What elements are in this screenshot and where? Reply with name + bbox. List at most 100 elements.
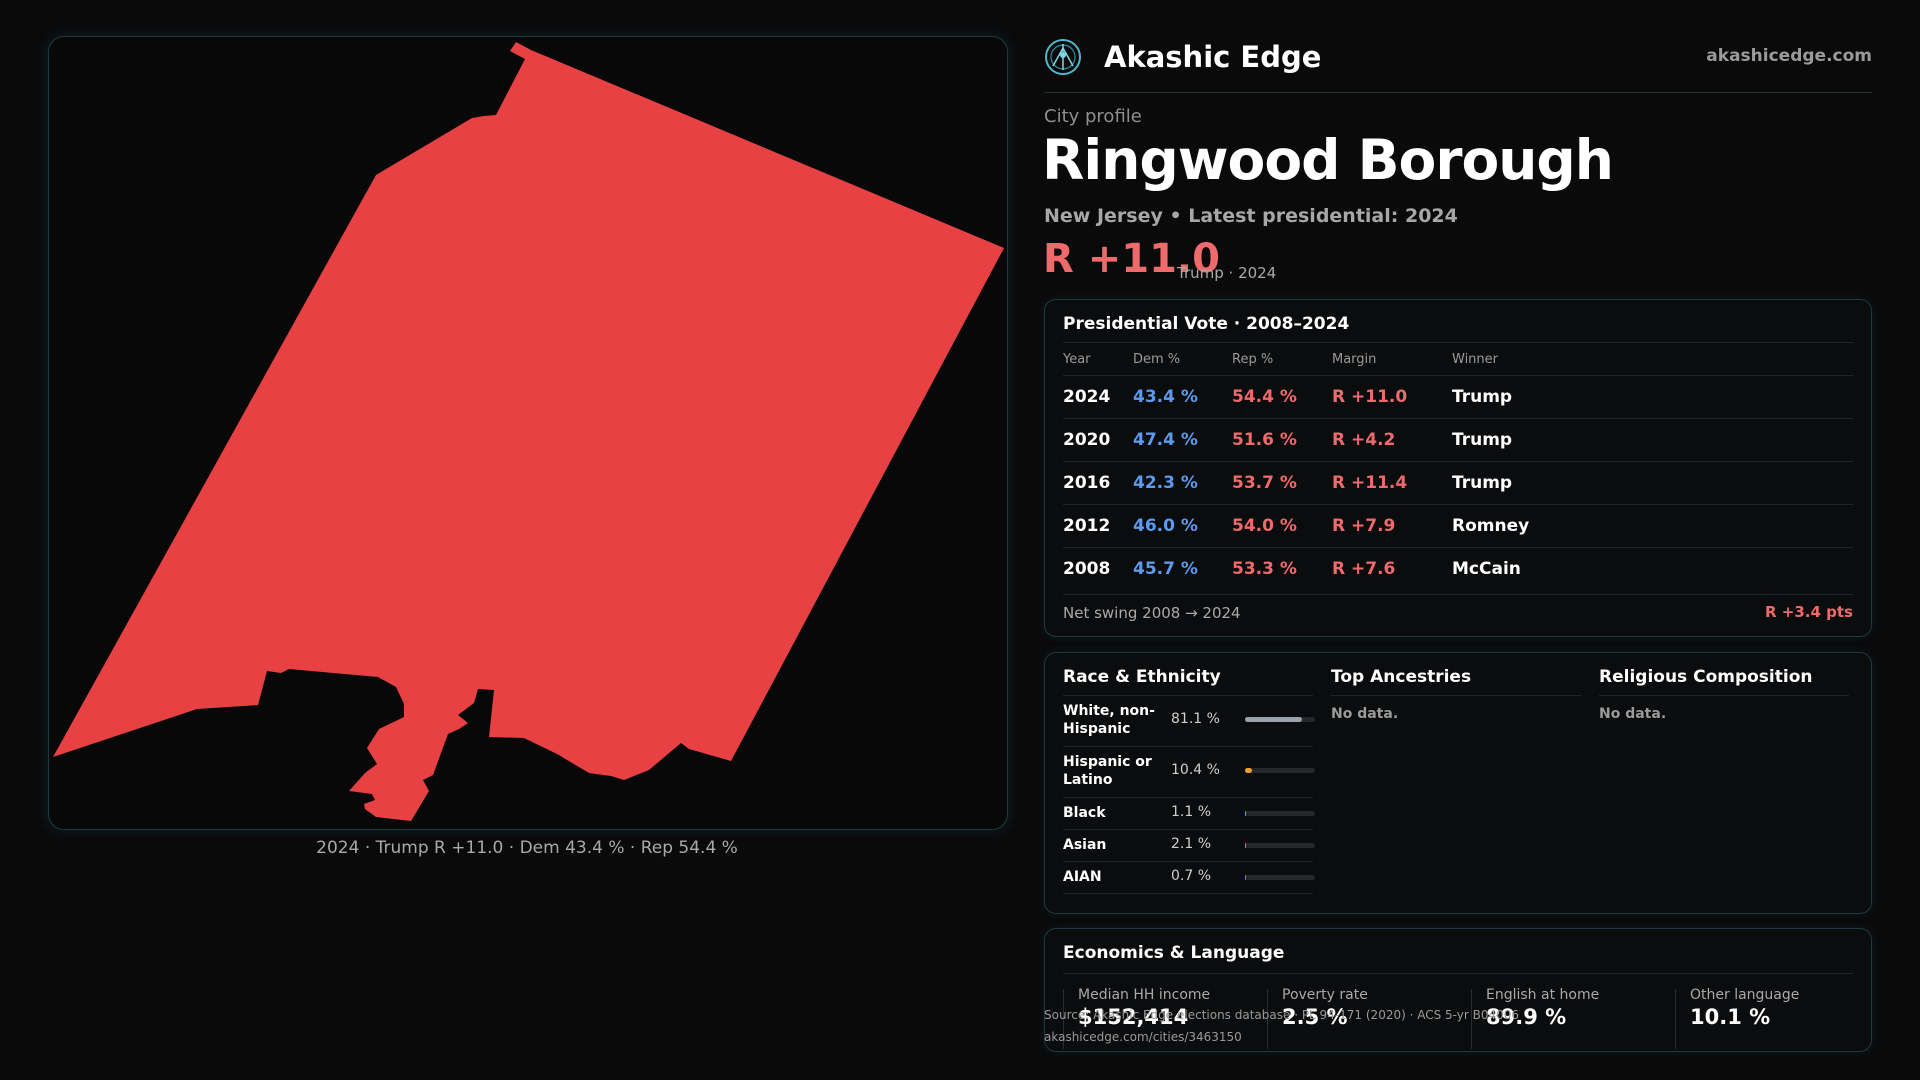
table-row[interactable]: 2012 46.0 % 54.0 % R +7.9 Romney — [1063, 504, 1853, 547]
card-title: Presidential Vote · 2008–2024 — [1063, 314, 1350, 334]
ancestries-section: Top Ancestries No data. — [1331, 667, 1581, 722]
cell-dem: 46.0 % — [1133, 516, 1198, 536]
city-boundary-shape[interactable] — [53, 42, 1004, 821]
site-header: Akashic Edge akashicedge.com — [1044, 36, 1872, 93]
race-pct: 10.4 % — [1171, 762, 1220, 778]
table-header: Year Dem % Rep % Margin Winner — [1063, 342, 1853, 375]
source-footnote: Source: Akashic Edge elections database … — [1044, 1004, 1519, 1048]
page-eyebrow: City profile — [1044, 106, 1142, 127]
cell-winner: Romney — [1452, 516, 1530, 536]
latest-margin: R +11.0 — [1043, 236, 1220, 282]
cell-dem: 42.3 % — [1133, 473, 1198, 493]
col-margin: Margin — [1332, 352, 1377, 367]
economics-card: Economics & Language Median HH income $1… — [1044, 928, 1872, 1052]
brand-name[interactable]: Akashic Edge — [1104, 40, 1322, 74]
no-data-text: No data. — [1331, 706, 1399, 722]
akashic-compass-logo-icon[interactable] — [1044, 38, 1082, 76]
stat-label: Other language — [1690, 987, 1800, 1003]
col-rep: Rep % — [1232, 352, 1274, 367]
section-title: Race & Ethnicity — [1063, 667, 1313, 696]
stat-label: Poverty rate — [1282, 987, 1368, 1003]
boundary-map-svg — [53, 42, 1004, 821]
stat-value: 2.5 % — [1282, 1005, 1348, 1029]
cell-margin: R +4.2 — [1332, 430, 1396, 450]
cell-rep: 53.7 % — [1232, 473, 1297, 493]
stat-label: Median HH income — [1078, 987, 1211, 1003]
col-year: Year — [1063, 352, 1091, 367]
cell-margin: R +11.4 — [1332, 473, 1408, 493]
table-row[interactable]: 2024 43.4 % 54.4 % R +11.0 Trump — [1063, 375, 1853, 418]
race-pct: 81.1 % — [1171, 711, 1220, 727]
net-swing-row: Net swing 2008 → 2024 R +3.4 pts — [1063, 594, 1853, 622]
race-bar-track — [1245, 875, 1315, 880]
source-citation: Source: Akashic Edge elections database … — [1044, 1008, 1520, 1022]
cell-winner: Trump — [1452, 473, 1513, 493]
cell-winner: Trump — [1452, 387, 1513, 407]
race-bar-fill — [1245, 717, 1302, 722]
vote-table: Year Dem % Rep % Margin Winner 2024 43.4… — [1063, 342, 1853, 590]
race-bar-fill — [1245, 875, 1247, 880]
stat-label: English at home — [1486, 987, 1600, 1003]
no-data-text: No data. — [1599, 706, 1667, 722]
stat-value: $152,414 — [1078, 1005, 1189, 1029]
cell-winner: Trump — [1452, 430, 1513, 450]
cell-winner: McCain — [1452, 559, 1521, 579]
race-pct: 1.1 % — [1171, 804, 1212, 820]
site-link[interactable]: akashicedge.com — [1706, 46, 1872, 66]
cell-dem: 43.4 % — [1133, 387, 1198, 407]
race-bar-track — [1245, 811, 1315, 816]
cell-rep: 51.6 % — [1232, 430, 1297, 450]
cell-year: 2020 — [1063, 430, 1111, 450]
cell-year: 2024 — [1063, 387, 1111, 407]
demographics-card: Race & Ethnicity White, non-Hispanic 81.… — [1044, 652, 1872, 914]
city-boundary-map[interactable] — [48, 36, 1008, 830]
race-label: White, non-Hispanic — [1063, 703, 1155, 737]
map-caption: 2024 · Trump R +11.0 · Dem 43.4 % · Rep … — [316, 838, 738, 858]
race-row-hispanic: Hispanic or Latino 10.4 % — [1063, 747, 1315, 798]
stat-poverty-rate: Poverty rate 2.5 % — [1267, 987, 1472, 1049]
race-label: Asian — [1063, 837, 1107, 853]
religion-section: Religious Composition No data. — [1599, 667, 1849, 722]
race-pct: 0.7 % — [1171, 868, 1212, 884]
page-subtitle: New Jersey • Latest presidential: 2024 — [1044, 205, 1458, 227]
race-label: AIAN — [1063, 869, 1102, 885]
source-url[interactable]: akashicedge.com/cities/3463150 — [1044, 1030, 1242, 1044]
stat-value: 89.9 % — [1486, 1005, 1567, 1029]
table-row[interactable]: 2008 45.7 % 53.3 % R +7.6 McCain — [1063, 547, 1853, 590]
cell-margin: R +7.6 — [1332, 559, 1396, 579]
cell-margin: R +11.0 — [1332, 387, 1408, 407]
net-swing-label: Net swing 2008 → 2024 — [1063, 604, 1241, 622]
net-swing-value: R +3.4 pts — [1765, 603, 1853, 621]
col-winner: Winner — [1452, 352, 1499, 367]
cell-margin: R +7.9 — [1332, 516, 1396, 536]
cell-dem: 45.7 % — [1133, 559, 1198, 579]
race-ethnicity-section: Race & Ethnicity White, non-Hispanic 81.… — [1063, 667, 1315, 894]
cell-year: 2016 — [1063, 473, 1111, 493]
stat-other-language: Other language 10.1 % — [1675, 987, 1871, 1049]
col-dem: Dem % — [1133, 352, 1181, 367]
race-row-white: White, non-Hispanic 81.1 % — [1063, 696, 1315, 747]
latest-margin-note: Trump · 2024 — [1177, 264, 1277, 282]
race-bar-fill — [1245, 811, 1247, 816]
race-pct: 2.1 % — [1171, 836, 1212, 852]
race-bar-fill — [1245, 843, 1247, 848]
table-row[interactable]: 2020 47.4 % 51.6 % R +4.2 Trump — [1063, 418, 1853, 461]
cell-year: 2012 — [1063, 516, 1111, 536]
presidential-vote-card: Presidential Vote · 2008–2024 Year Dem %… — [1044, 299, 1872, 637]
race-bar-track — [1245, 768, 1315, 773]
cell-rep: 54.4 % — [1232, 387, 1297, 407]
cell-year: 2008 — [1063, 559, 1111, 579]
race-row-aian: AIAN 0.7 % — [1063, 862, 1315, 894]
card-title: Economics & Language — [1063, 943, 1853, 974]
race-label: Black — [1063, 805, 1106, 821]
section-title: Religious Composition — [1599, 667, 1849, 696]
cell-rep: 53.3 % — [1232, 559, 1297, 579]
page-title: Ringwood Borough — [1042, 128, 1614, 192]
race-bar-track — [1245, 843, 1315, 848]
table-row[interactable]: 2016 42.3 % 53.7 % R +11.4 Trump — [1063, 461, 1853, 504]
stat-english-at-home: English at home 89.9 % — [1471, 987, 1676, 1049]
cell-rep: 54.0 % — [1232, 516, 1297, 536]
stat-median-income: Median HH income $152,414 — [1063, 987, 1268, 1049]
cell-dem: 47.4 % — [1133, 430, 1198, 450]
section-title: Top Ancestries — [1331, 667, 1581, 696]
